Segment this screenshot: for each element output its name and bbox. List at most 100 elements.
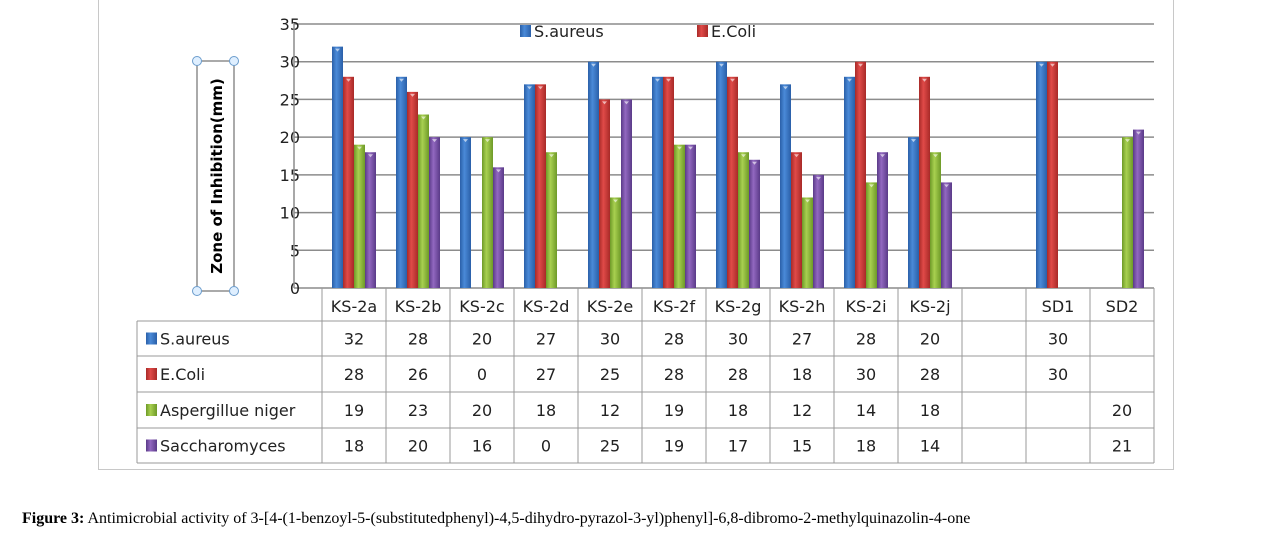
bar-chart: Zone of Inhibition(mm) 0 5 10 15 20 25 30 35 S.… [136, 15, 1155, 464]
bar-cap [783, 86, 788, 90]
bar-cap [485, 139, 490, 143]
bar-cap [613, 199, 618, 203]
bar-cap [432, 139, 437, 143]
bar-cap [368, 154, 373, 158]
bar-aspergillue-niger-ks-2j [930, 152, 941, 288]
y-tick-label: 20 [280, 128, 300, 147]
table-cell-value: 28 [344, 365, 364, 384]
table-cell-value: 30 [1048, 365, 1068, 384]
table-cell-value: 12 [600, 401, 620, 420]
table-cell-value: 21 [1112, 437, 1132, 456]
bar-e-coli-ks-2f [663, 76, 674, 288]
bar-cap [410, 93, 415, 97]
legend-swatch [697, 25, 708, 37]
table-cell-value: 28 [664, 365, 684, 384]
table-cell-value: 19 [344, 401, 364, 420]
x-category-label: KS-2g [715, 297, 762, 316]
table-cell-value: 18 [536, 401, 556, 420]
x-category-label: KS-2e [587, 297, 633, 316]
table-cell-value: 27 [536, 330, 556, 349]
bar-cap [357, 146, 362, 150]
bar-aspergillue-niger-sd2 [1122, 137, 1133, 288]
bar-saccharomyces-sd2 [1133, 129, 1144, 288]
x-category-label: KS-2d [523, 297, 570, 316]
table-cell-value: 18 [344, 437, 364, 456]
bar-cap [858, 63, 863, 67]
bar-s-aureus-ks-2i [844, 76, 855, 288]
bar-cap [719, 63, 724, 67]
bar-s-aureus-ks-2c [460, 137, 471, 288]
bar-cap [1125, 139, 1130, 143]
bar-cap [346, 78, 351, 82]
bar-s-aureus-ks-2e [588, 61, 599, 288]
table-legend-swatch [146, 404, 157, 416]
bar-cap [421, 116, 426, 120]
bar-cap [688, 146, 693, 150]
bar-saccharomyces-ks-2i [877, 152, 888, 288]
bar-e-coli-ks-2e [599, 99, 610, 288]
bar-aspergillue-niger-ks-2i [866, 182, 877, 288]
y-axis-title: Zone of Inhibition(mm) [192, 56, 239, 296]
table-series-label: S.aureus [160, 330, 230, 349]
bar-e-coli-ks-2g [727, 76, 738, 288]
bar-saccharomyces-ks-2g [749, 159, 760, 288]
y-tick-label: 10 [280, 204, 300, 223]
bar-e-coli-ks-2b [407, 91, 418, 288]
legend-label: E.Coli [711, 22, 756, 41]
table-cell-value: 30 [600, 330, 620, 349]
bar-saccharomyces-ks-2a [365, 152, 376, 288]
table-cell-value: 30 [856, 365, 876, 384]
table-cell-value: 18 [920, 401, 940, 420]
x-category-label: KS-2h [779, 297, 826, 316]
table-cell-value: 28 [728, 365, 748, 384]
table-cell-value: 15 [792, 437, 812, 456]
bar-saccharomyces-ks-2c [493, 167, 504, 288]
bar-saccharomyces-ks-2f [685, 144, 696, 288]
bar-e-coli-ks-2j [919, 76, 930, 288]
table-cell-value: 27 [536, 365, 556, 384]
table-cell-value: 20 [408, 437, 428, 456]
bar-cap [335, 48, 340, 52]
table-cell-value: 26 [408, 365, 428, 384]
table-cell-value: 19 [664, 437, 684, 456]
table-cell-value: 27 [792, 330, 812, 349]
table-cell-value: 16 [472, 437, 492, 456]
bar-cap [933, 154, 938, 158]
bar-aspergillue-niger-ks-2d [546, 152, 557, 288]
bar-cap [1039, 63, 1044, 67]
table-legend-swatch [146, 439, 157, 452]
bar-cap [752, 161, 757, 165]
x-category-label: KS-2f [653, 297, 696, 316]
x-category-label: SD2 [1106, 297, 1139, 316]
table-cell-value: 20 [472, 330, 492, 349]
bar-saccharomyces-ks-2h [813, 174, 824, 288]
bar-cap [730, 78, 735, 82]
figure-caption: Figure 3: Antimicrobial activity of 3-[4… [22, 510, 970, 528]
bar-cap [922, 78, 927, 82]
caption-label: Figure 3: [22, 510, 85, 527]
table-cell-value: 19 [664, 401, 684, 420]
table-cell-value: 0 [541, 437, 551, 456]
table-cell-value: 20 [920, 330, 940, 349]
bar-cap [911, 139, 916, 143]
bar-cap [538, 86, 543, 90]
table-legend-swatch [146, 368, 157, 380]
y-tick-label: 15 [280, 166, 300, 185]
table-cell-value: 14 [920, 437, 940, 456]
bar-cap [527, 86, 532, 90]
x-category-label: SD1 [1042, 297, 1075, 316]
table-cell-value: 28 [408, 330, 428, 349]
bar-s-aureus-ks-2g [716, 61, 727, 288]
bar-cap [624, 101, 629, 105]
table-cell-value: 25 [600, 437, 620, 456]
y-tick-label: 25 [280, 90, 300, 109]
bar-cap [869, 184, 874, 188]
bar-s-aureus-ks-2j [908, 137, 919, 288]
table-cell-value: 0 [477, 365, 487, 384]
bar-saccharomyces-ks-2j [941, 182, 952, 288]
bar-cap [549, 154, 554, 158]
bar-s-aureus-ks-2f [652, 76, 663, 288]
y-axis-label: Zone of Inhibition(mm) [208, 78, 226, 274]
x-category-label: KS-2b [395, 297, 442, 316]
x-category-label: KS-2i [845, 297, 886, 316]
